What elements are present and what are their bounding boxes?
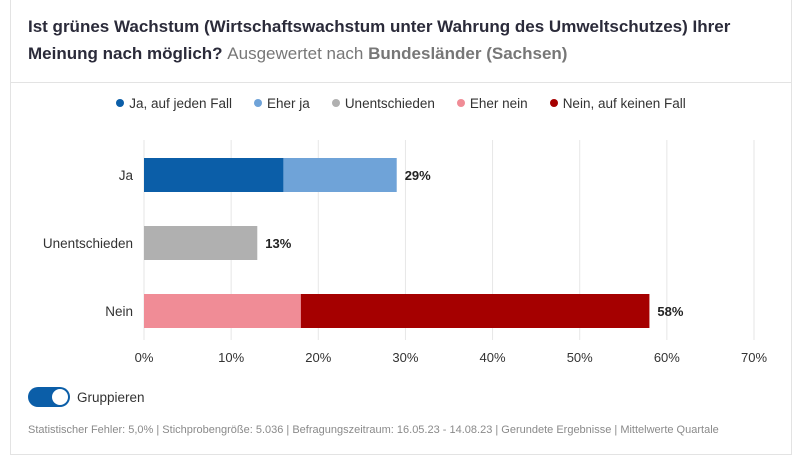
bar-segment — [144, 294, 301, 328]
chart-legend: Ja, auf jeden Fall Eher ja Unentschieden Eh… — [11, 96, 791, 111]
bar-segment — [283, 158, 397, 192]
data-label: 29% — [405, 168, 431, 183]
legend-dot-icon — [549, 99, 558, 107]
bar-segment — [300, 294, 650, 328]
x-tick-label: 40% — [480, 350, 506, 365]
legend-item[interactable]: Eher nein — [456, 96, 528, 111]
legend-label: Unentschieden — [344, 96, 435, 111]
evaluated-by-text: Ausgewertet nach — [227, 44, 364, 63]
group-toggle[interactable] — [28, 387, 70, 407]
x-tick-label: 70% — [741, 350, 767, 365]
bar-segment — [144, 158, 284, 192]
footer-note: Statistischer Fehler: 5,0% | Stichproben… — [28, 424, 719, 436]
data-label: 13% — [265, 236, 291, 251]
x-tick-label: 30% — [392, 350, 418, 365]
x-tick-label: 0% — [135, 350, 154, 365]
x-tick-label: 10% — [218, 350, 244, 365]
x-tick-label: 50% — [567, 350, 593, 365]
legend-label: Ja, auf jeden Fall — [129, 96, 233, 111]
chart-header: Ist grünes Wachstum (Wirtschaftswachstum… — [11, 0, 791, 83]
category-label: Nein — [105, 304, 133, 319]
category-label: Ja — [119, 168, 134, 183]
legend-label: Eher nein — [469, 96, 528, 111]
bar-chart: 0% 10% 20% 30% 40% 50% 60% 70% Ja 29% Unentschiede… — [43, 140, 767, 365]
legend-item[interactable]: Nein, auf keinen Fall — [549, 96, 686, 111]
x-tick-label: 20% — [305, 350, 331, 365]
legend-label: Nein, auf keinen Fall — [562, 96, 686, 111]
group-text: Bundesländer (Sachsen) — [368, 44, 568, 63]
legend-item[interactable]: Eher ja — [254, 96, 310, 111]
legend-item[interactable]: Ja, auf jeden Fall — [116, 96, 232, 111]
chart-title: Ist grünes Wachstum (Wirtschaftswachstum… — [28, 13, 778, 67]
legend-item[interactable]: Unentschieden — [331, 96, 435, 111]
toggle-knob — [52, 389, 68, 405]
group-toggle-label: Gruppieren — [77, 389, 145, 405]
legend-label: Eher ja — [267, 96, 310, 111]
bar-segment — [144, 226, 258, 260]
legend-dot-icon — [254, 99, 263, 107]
legend-dot-icon — [456, 99, 465, 107]
legend-dot-icon — [331, 99, 340, 107]
category-label: Unentschieden — [43, 236, 133, 251]
question-text: Ist grünes Wachstum (Wirtschaftswachstum… — [28, 17, 731, 63]
chart-card: Ist grünes Wachstum (Wirtschaftswachstum… — [10, 0, 792, 455]
data-label: 58% — [657, 304, 683, 319]
group-toggle-row[interactable]: Gruppieren — [28, 386, 145, 408]
legend-dot-icon — [116, 99, 125, 107]
x-tick-label: 60% — [654, 350, 680, 365]
